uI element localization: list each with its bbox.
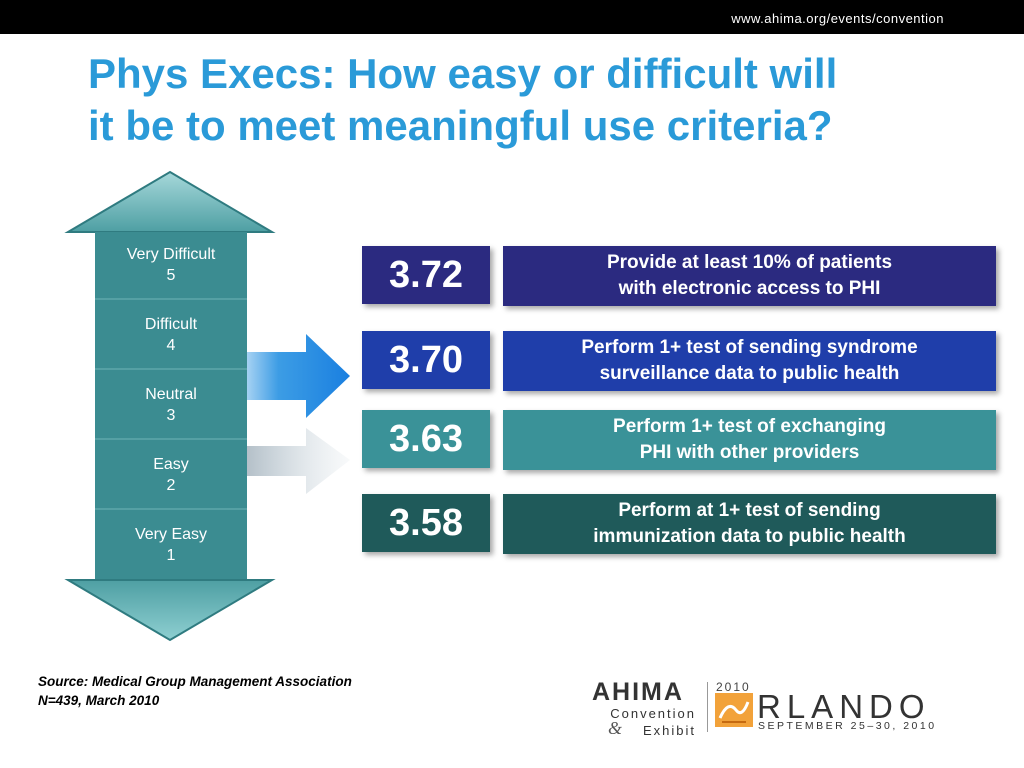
scale-level-label: Very Easy: [134, 526, 208, 543]
gray-pointer-arrow: [220, 428, 350, 494]
scale-level-difficult: Difficult 4: [95, 304, 247, 374]
logo-dates: SEPTEMBER 25–30, 2010: [758, 720, 937, 732]
scale-level-label: Easy: [153, 456, 189, 473]
difficulty-scale: Very Difficult 5 Difficult 4 Neutral 3 E…: [95, 234, 247, 582]
scale-level-value: 5: [166, 267, 176, 284]
scale-level-label: Neutral: [145, 386, 197, 403]
ahima-logo-text: AHIMA: [592, 678, 684, 706]
scale-shaft: [95, 232, 247, 580]
criterion-box-2: Perform 1+ test of sending syndrome surv…: [503, 331, 996, 391]
convention-url: www.ahima.org/events/convention: [731, 11, 944, 26]
logo-year: 2010: [716, 680, 751, 694]
exhibit-word: Exhibit: [642, 723, 696, 738]
source-note: Source: Medical Group Management Associa…: [38, 672, 352, 710]
criterion-box-4: Perform at 1+ test of sending immunizati…: [503, 494, 996, 554]
criterion-line: immunization data to public health: [593, 526, 906, 547]
up-arrowhead: [64, 170, 276, 233]
logo-city: RLANDO: [757, 688, 931, 725]
criterion-line: with electronic access to PHI: [618, 278, 881, 299]
criterion-line: PHI with other providers: [639, 442, 860, 463]
criterion-line: Perform 1+ test of exchanging: [613, 416, 886, 437]
convention-exhibit-text: Convention Exhibit: [596, 705, 696, 739]
down-arrowhead: [64, 579, 276, 642]
convention-word: Convention: [610, 706, 696, 721]
source-line: Source: Medical Group Management Associa…: [38, 674, 352, 689]
scale-level-value: 2: [166, 477, 176, 494]
scale-level-label: Very Difficult: [126, 246, 216, 263]
criterion-line: surveillance data to public health: [599, 363, 900, 384]
criterion-box-1: Provide at least 10% of patients with el…: [503, 246, 996, 306]
scale-level-easy: Easy 2: [95, 444, 247, 514]
title-line-2: it be to meet meaningful use criteria?: [88, 102, 833, 149]
score-box-2: 3.70: [362, 331, 490, 389]
scale-level-very-easy: Very Easy 1: [95, 514, 247, 584]
scale-level-very-difficult: Very Difficult 5: [95, 234, 247, 304]
criterion-line: Perform 1+ test of sending syndrome: [581, 337, 918, 358]
top-bar: www.ahima.org/events/convention: [0, 0, 1024, 34]
scale-level-value: 1: [166, 547, 176, 564]
score-box-1: 3.72: [362, 246, 490, 304]
title-line-1: Phys Execs: How easy or difficult will: [88, 50, 838, 97]
orlando-sun-icon: [715, 693, 753, 727]
score-box-4: 3.58: [362, 494, 490, 552]
scale-level-value: 3: [166, 407, 176, 424]
scale-level-label: Difficult: [144, 316, 198, 333]
scale-level-value: 4: [166, 337, 176, 354]
logo-divider: [707, 682, 708, 732]
criterion-box-3: Perform 1+ test of exchanging PHI with o…: [503, 410, 996, 470]
score-box-3: 3.63: [362, 410, 490, 468]
scale-level-neutral: Neutral 3: [95, 374, 247, 444]
sample-line: N=439, March 2010: [38, 693, 160, 708]
blue-pointer-arrow: [220, 334, 350, 418]
criterion-line: Perform at 1+ test of sending: [618, 500, 881, 521]
ampersand-glyph: &: [608, 718, 623, 738]
slide-title: Phys Execs: How easy or difficult will i…: [88, 48, 948, 152]
criterion-line: Provide at least 10% of patients: [606, 252, 893, 273]
